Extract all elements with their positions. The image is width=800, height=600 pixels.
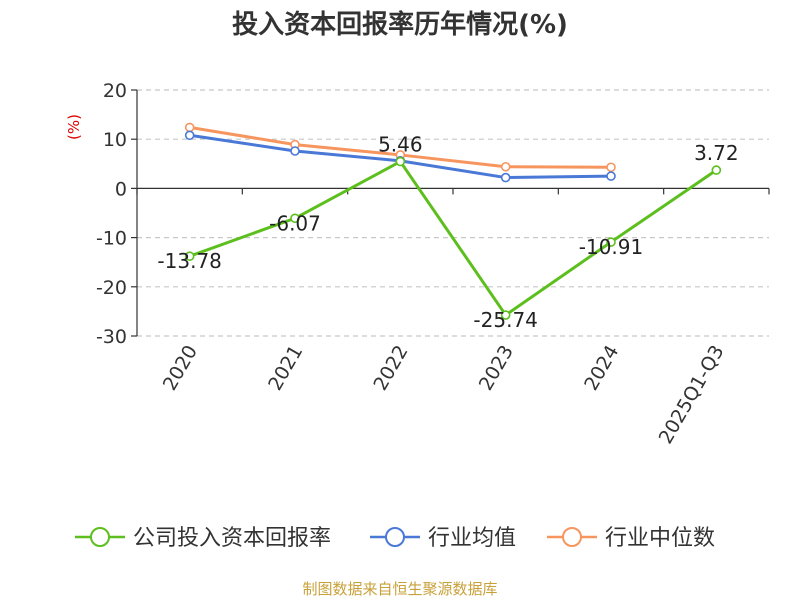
series-group	[184, 122, 722, 320]
legend-label: 公司投入资本回报率	[133, 526, 331, 551]
y-tick-label: 0	[115, 178, 127, 200]
legend-label: 行业均值	[428, 526, 516, 551]
series-point	[184, 130, 195, 141]
legend-item: 公司投入资本回报率	[75, 526, 331, 551]
data-labels: -13.78 -6.07 5.46 -25.74 -10.91 3.72	[157, 133, 738, 333]
legend-item: 行业中位数	[547, 526, 715, 551]
series-point	[606, 237, 616, 247]
x-tick-label: 2021	[264, 342, 307, 395]
series-point	[711, 165, 722, 175]
data-label: -10.91	[579, 235, 643, 259]
data-label: 3.72	[694, 141, 739, 165]
chart-title: 投入资本回报率历年情况(%)	[232, 9, 568, 40]
series-point	[500, 310, 511, 320]
data-label: -6.07	[269, 211, 321, 235]
data-label: -13.78	[157, 249, 221, 273]
x-tick-label: 2020	[159, 342, 202, 395]
series-line	[189, 160, 718, 317]
series-point	[500, 172, 511, 183]
legend-label: 行业中位数	[605, 526, 715, 551]
series-point	[184, 251, 195, 261]
source-note: 制图数据来自恒生聚源数据库	[302, 580, 497, 598]
x-tick-label: 2023	[475, 342, 518, 395]
legend-item: 行业均值	[370, 526, 516, 551]
series-point	[184, 122, 195, 133]
series-point	[290, 146, 300, 156]
y-tick-label: 20	[103, 80, 127, 102]
y-tick-label: -30	[96, 326, 127, 348]
series-point	[606, 162, 616, 173]
gridlines	[137, 89, 769, 337]
series-point	[500, 161, 511, 172]
series-point	[606, 171, 616, 181]
y-tick-label: 10	[103, 129, 127, 151]
legend: 公司投入资本回报率 行业均值 行业中位数	[75, 526, 715, 551]
series-point	[290, 213, 300, 224]
x-tick-label: 2025Q1-Q3	[655, 342, 729, 448]
y-tick-label: -10	[96, 228, 127, 250]
y-axis-unit: (%)	[65, 114, 83, 140]
legend-marker	[385, 527, 405, 547]
legend-marker	[562, 527, 582, 547]
data-label: 5.46	[378, 133, 423, 157]
x-tick-label: 2022	[369, 342, 412, 395]
x-tick-label: 2024	[580, 342, 623, 395]
legend-marker	[90, 527, 110, 547]
series-point	[395, 156, 406, 167]
y-tick-label: -20	[96, 277, 127, 299]
data-label: -25.74	[473, 308, 537, 332]
